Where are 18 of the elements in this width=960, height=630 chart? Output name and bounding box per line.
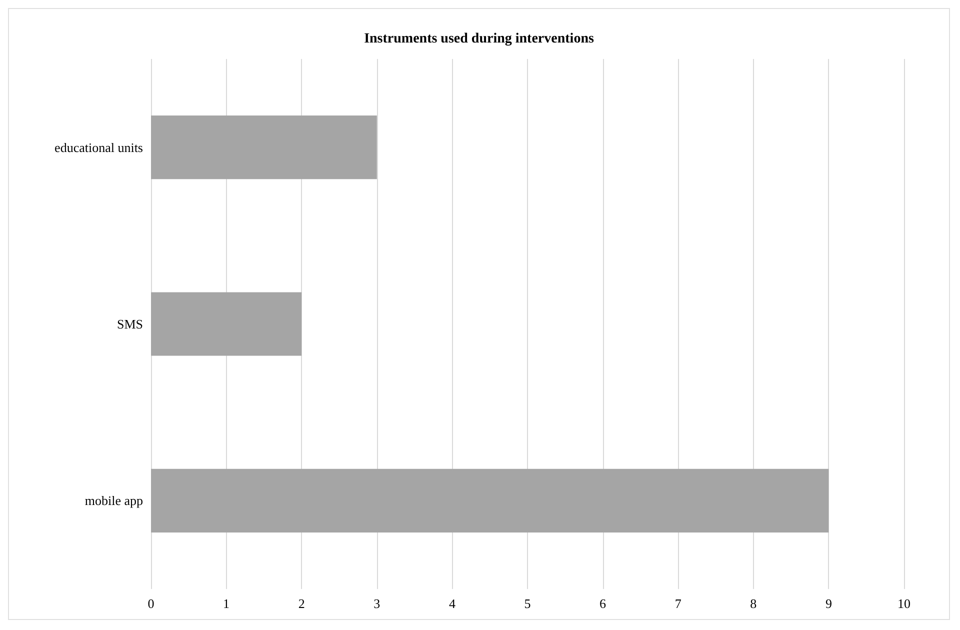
x-tick-label: 3	[374, 596, 380, 611]
x-tick-label: 10	[898, 596, 910, 611]
y-tick-label: mobile app	[84, 493, 143, 508]
x-tick-label: 8	[750, 596, 757, 611]
y-tick-label: educational units	[54, 140, 143, 155]
x-tick-label: 0	[148, 596, 154, 611]
x-tick-label: 6	[600, 596, 607, 611]
x-tick-label: 9	[825, 596, 832, 611]
bar	[151, 468, 829, 532]
x-tick-label: 5	[524, 596, 531, 611]
x-tick-label: 7	[674, 596, 682, 611]
bar	[151, 116, 377, 180]
y-tick-label: SMS	[116, 316, 143, 332]
bar	[151, 292, 302, 356]
x-tick-label: 2	[298, 596, 305, 611]
chart-title: Instruments used during interventions	[364, 32, 594, 46]
x-tick-label: 4	[448, 596, 456, 611]
x-tick-label: 1	[223, 596, 230, 611]
